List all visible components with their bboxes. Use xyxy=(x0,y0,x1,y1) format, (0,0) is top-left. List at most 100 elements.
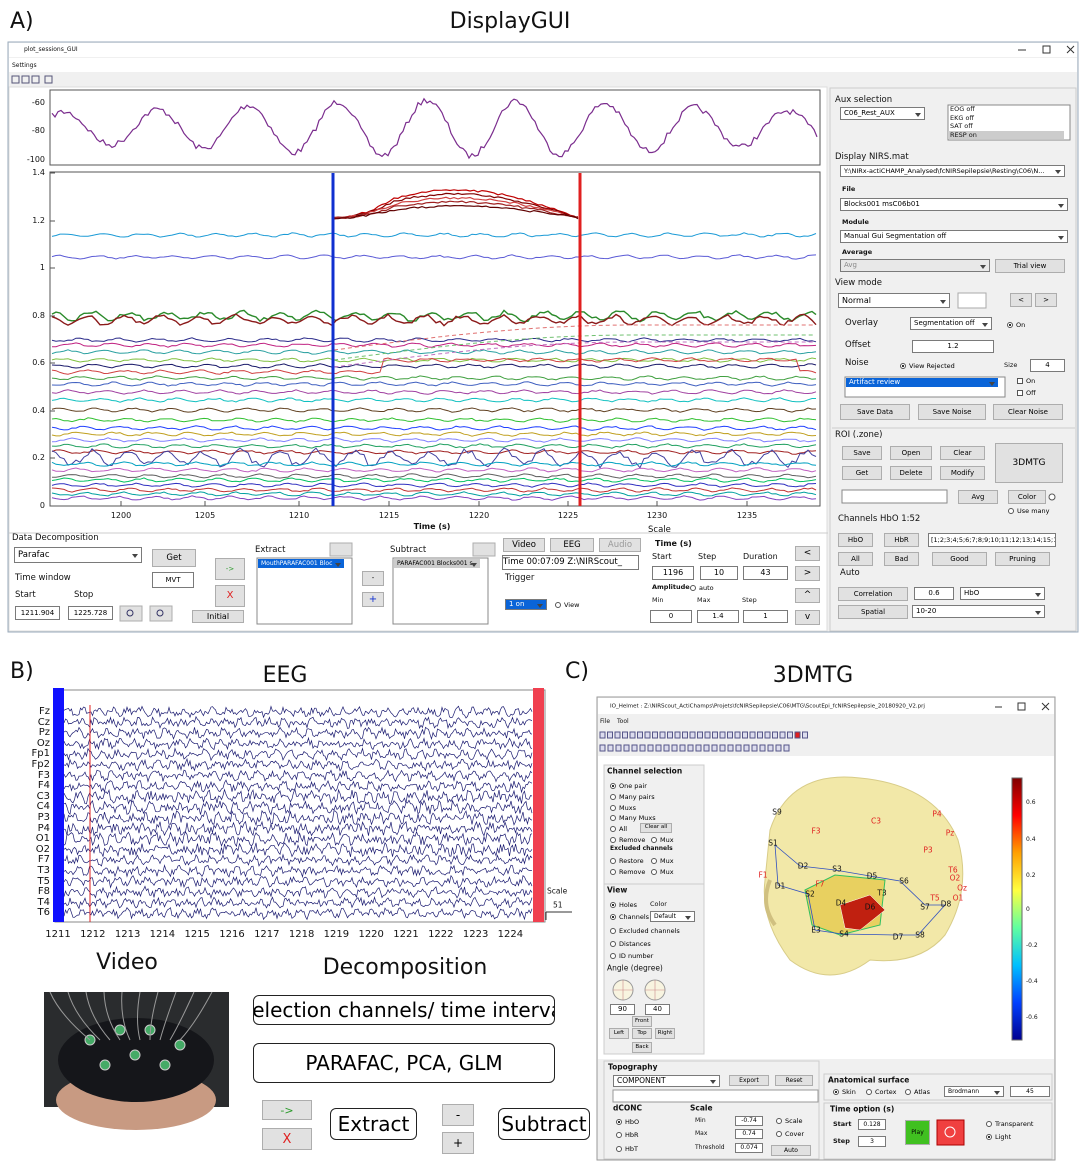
radio-dot[interactable] xyxy=(776,1131,782,1137)
angle1[interactable]: 90 xyxy=(610,1004,635,1015)
radio[interactable]: Off xyxy=(1017,389,1036,397)
bad[interactable]: Bad xyxy=(884,552,919,566)
radio-dot[interactable] xyxy=(610,858,616,864)
trigger-value[interactable]: 1 on xyxy=(505,599,547,610)
dropdown[interactable]: C06_Rest_AUX xyxy=(840,107,925,120)
plus[interactable]: + xyxy=(442,1132,474,1154)
mtg-button[interactable]: 3DMTG xyxy=(995,443,1063,483)
radio-dot[interactable] xyxy=(616,1132,622,1138)
radio-dot[interactable] xyxy=(610,941,616,947)
radio-dot[interactable] xyxy=(651,837,657,843)
file[interactable]: Blocks001 msC06b01 xyxy=(840,198,1068,211)
radio-dot[interactable] xyxy=(610,953,616,959)
radio-dot[interactable] xyxy=(610,815,616,821)
corr-value[interactable]: 0.6 xyxy=(914,587,954,600)
clear[interactable]: Clear xyxy=(940,446,985,460)
trial-view[interactable]: Trial view xyxy=(995,259,1065,273)
radio[interactable]: Muxs xyxy=(610,804,636,812)
radio-dot[interactable] xyxy=(905,1089,911,1095)
max[interactable]: 1.4 xyxy=(697,610,739,623)
radio[interactable]: View Rejected xyxy=(900,362,955,370)
radio-dot[interactable] xyxy=(900,363,906,369)
radio[interactable]: Use many xyxy=(1008,507,1050,515)
extract-item[interactable]: MouthPARAFAC001 Bloc xyxy=(258,559,344,568)
channel-list[interactable]: [1;2;3;4;5;6;7;8;9;10;11;12;13;14;15;1 xyxy=(928,533,1056,547)
radio-dot[interactable] xyxy=(1008,508,1014,514)
radio[interactable]: Excluded channels xyxy=(610,927,680,935)
up[interactable]: ^ xyxy=(795,588,820,603)
radio[interactable]: Many Muxs xyxy=(610,814,656,822)
get[interactable]: Get xyxy=(152,549,196,567)
size[interactable]: 4 xyxy=(1030,359,1065,372)
radio[interactable]: Holes xyxy=(610,901,637,909)
audio[interactable]: Audio xyxy=(599,538,641,552)
module[interactable]: Manual Gui Segmentation off xyxy=(840,230,1068,243)
max[interactable]: 0.74 xyxy=(735,1129,763,1139)
radio[interactable]: On xyxy=(1017,377,1035,385)
step[interactable]: 3 xyxy=(858,1136,886,1147)
forward[interactable]: > xyxy=(795,566,820,581)
min[interactable]: -0.74 xyxy=(735,1116,763,1126)
radio[interactable]: Cortex xyxy=(866,1088,896,1096)
hbo[interactable]: HbO xyxy=(838,533,873,547)
radio[interactable]: Cover xyxy=(776,1130,804,1138)
radio-dot[interactable] xyxy=(651,858,657,864)
front[interactable]: Front xyxy=(632,1016,652,1027)
radio[interactable]: All xyxy=(610,825,627,833)
component[interactable]: COMPONENT xyxy=(613,1075,720,1087)
radio[interactable]: Mux xyxy=(651,868,674,876)
min[interactable]: 0 xyxy=(650,610,692,623)
angle2[interactable]: 40 xyxy=(645,1004,670,1015)
artifact[interactable]: Artifact review xyxy=(846,378,998,387)
save-noise[interactable]: Save Noise xyxy=(918,404,986,420)
radio-dot[interactable] xyxy=(1017,378,1023,384)
radio-dot[interactable] xyxy=(776,1118,782,1124)
down[interactable]: v xyxy=(795,610,820,625)
radio[interactable]: View xyxy=(555,601,579,609)
default[interactable]: Default xyxy=(650,911,695,922)
pruning[interactable]: Pruning xyxy=(995,552,1050,566)
duration[interactable]: 43 xyxy=(743,566,788,580)
radio-dot[interactable] xyxy=(1017,390,1023,396)
radio-dot[interactable] xyxy=(616,1119,622,1125)
radio[interactable]: One pair xyxy=(610,782,647,790)
minus[interactable]: - xyxy=(362,571,384,586)
mvt[interactable]: MVT xyxy=(152,572,194,588)
radio[interactable]: Scale xyxy=(776,1117,803,1125)
right[interactable]: Right xyxy=(655,1028,675,1039)
radio-dot[interactable] xyxy=(610,902,616,908)
start[interactable]: 0.128 xyxy=(858,1119,886,1130)
radio-dot[interactable] xyxy=(616,1146,622,1152)
radio-dot[interactable] xyxy=(833,1089,839,1095)
start[interactable]: 1211.904 xyxy=(15,606,60,620)
subtract-item[interactable]: PARAFAC001 Blocks001 s xyxy=(394,559,480,568)
clear-noise[interactable]: Clear Noise xyxy=(993,404,1063,420)
threshold[interactable]: 0.074 xyxy=(735,1143,763,1153)
clear-all[interactable]: Clear all xyxy=(640,823,672,833)
radio[interactable]: Transparent xyxy=(986,1120,1033,1128)
open[interactable]: Open xyxy=(890,446,932,460)
save[interactable]: Save xyxy=(842,446,882,460)
prev[interactable]: < xyxy=(1010,293,1032,307)
radio-dot[interactable] xyxy=(1007,322,1013,328)
next[interactable]: > xyxy=(1035,293,1057,307)
reset[interactable]: Reset xyxy=(775,1075,813,1086)
spatial-value[interactable]: 10-20 xyxy=(912,605,1045,618)
overlay[interactable]: Segmentation off xyxy=(910,317,992,330)
amp-step[interactable]: 1 xyxy=(743,610,788,623)
stop[interactable]: 1225.728 xyxy=(68,606,113,620)
back[interactable]: < xyxy=(795,546,820,561)
step[interactable]: 10 xyxy=(700,566,738,580)
atlas-type[interactable]: Brodmann xyxy=(944,1086,1004,1097)
radio-dot[interactable] xyxy=(610,783,616,789)
radio[interactable]: Skin xyxy=(833,1088,856,1096)
cancel[interactable]: X xyxy=(262,1128,312,1150)
radio[interactable]: auto xyxy=(690,584,714,592)
radio[interactable]: HbO xyxy=(616,1118,639,1126)
save-data[interactable]: Save Data xyxy=(840,404,910,420)
radio[interactable]: Light xyxy=(986,1133,1011,1141)
radio[interactable]: ID number xyxy=(610,952,653,960)
play[interactable]: Play xyxy=(905,1120,930,1145)
auto[interactable]: Auto xyxy=(771,1145,811,1156)
average[interactable]: Avg xyxy=(840,259,990,272)
